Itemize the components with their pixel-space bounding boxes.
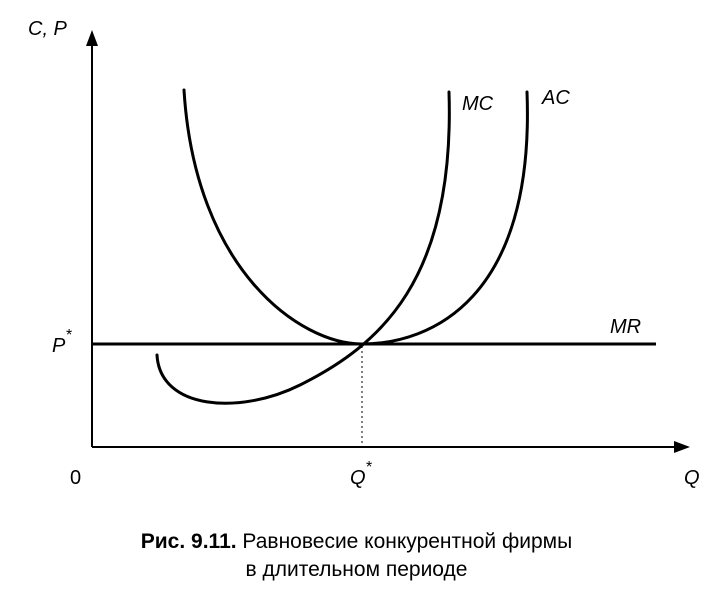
caption-line-1: Рис. 9.11. Равновесие конкурентной фирмы <box>0 528 713 556</box>
origin-label: 0 <box>70 467 81 489</box>
mc-curve <box>155 90 451 405</box>
ac-label: AC <box>541 87 570 109</box>
y-axis-arrow <box>86 30 98 46</box>
caption-line-2: в длительном периоде <box>245 558 468 581</box>
x-axis-arrow <box>674 441 690 453</box>
y-axis-label: C, P <box>28 18 68 40</box>
caption-number: Рис. 9.11. <box>140 530 237 553</box>
figure-caption: Рис. 9.11. Равновесие конкурентной фирмы… <box>0 528 713 584</box>
caption-title: Равновесие конкурентной фирмы <box>242 530 573 553</box>
x-axis-label: Q <box>684 467 700 489</box>
svg-text:P: P <box>52 335 66 357</box>
ac-curve <box>182 88 529 346</box>
mr-label: MR <box>610 316 641 338</box>
q-star-label: Q * <box>350 459 372 489</box>
svg-text:*: * <box>366 459 372 476</box>
svg-text:*: * <box>66 327 72 344</box>
mc-label: MC <box>462 93 494 115</box>
p-star-label: P * <box>52 327 72 357</box>
svg-text:Q: Q <box>350 467 366 489</box>
